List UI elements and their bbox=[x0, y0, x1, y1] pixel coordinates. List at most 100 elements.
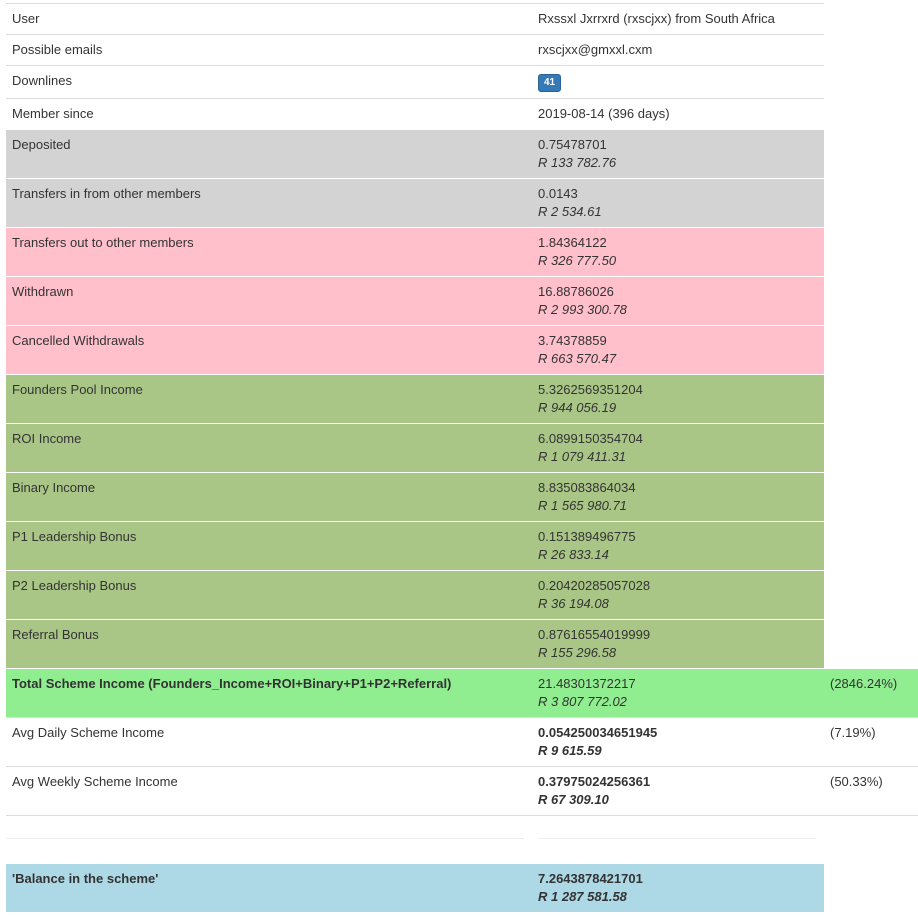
row-label: Founders Pool Income bbox=[12, 382, 143, 397]
table-row: Withdrawn 16.88786026 R 2 993 300.78 bbox=[6, 276, 824, 325]
value-fiat: R 36 194.08 bbox=[538, 596, 609, 611]
row-label: Member since bbox=[12, 106, 94, 121]
value-crypto: 0.37975024256361 bbox=[538, 774, 651, 789]
value-crypto: 0.87616554019999 bbox=[538, 627, 651, 642]
value-crypto: 0.75478701 bbox=[538, 137, 607, 152]
divider bbox=[538, 838, 816, 839]
value-fiat: R 663 570.47 bbox=[538, 351, 617, 366]
table-row: Transfers out to other members 1.84364122… bbox=[6, 227, 824, 276]
row-value: 8.835083864034 R 1 565 980.71 bbox=[532, 473, 824, 521]
table-row: P1 Leadership Bonus 0.151389496775 R 26 83… bbox=[6, 521, 824, 570]
value-crypto: 0.20420285057028 bbox=[538, 578, 651, 593]
table-row: Avg Daily Scheme Income 0.054250034651945… bbox=[6, 717, 918, 766]
row-label: User bbox=[12, 11, 40, 26]
row-percent: (2846.24%) bbox=[830, 676, 898, 691]
value-crypto: 8.835083864034 bbox=[538, 480, 636, 495]
value-fiat: R 2 993 300.78 bbox=[538, 302, 627, 317]
row-label: Deposited bbox=[12, 137, 71, 152]
value-fiat: R 26 833.14 bbox=[538, 547, 609, 562]
value-fiat: R 133 782.76 bbox=[538, 155, 617, 170]
value-crypto: rxscjxx@gmxxl.cxm bbox=[538, 42, 653, 57]
value-crypto: 0.0143 bbox=[538, 186, 578, 201]
table-body: User Rxssxl Jxrrxrd (rxscjxx) from South … bbox=[6, 3, 918, 815]
value-fiat: R 155 296.58 bbox=[538, 645, 617, 660]
value-fiat: R 2 534.61 bbox=[538, 204, 602, 219]
row-percent: (7.19%) bbox=[830, 725, 876, 740]
value-crypto: 6.0899150354704 bbox=[538, 431, 643, 446]
value-fiat: R 3 807 772.02 bbox=[538, 694, 627, 709]
value-crypto: 3.74378859 bbox=[538, 333, 607, 348]
row-label: Avg Weekly Scheme Income bbox=[12, 774, 178, 789]
value-crypto: 7.2643878421701 bbox=[538, 871, 643, 886]
value-fiat: R 326 777.50 bbox=[538, 253, 617, 268]
value-fiat: R 1 079 411.31 bbox=[538, 449, 626, 464]
downlines-badge: 41 bbox=[538, 74, 562, 92]
spacer bbox=[6, 815, 918, 863]
row-value: 2019-08-14 (396 days) bbox=[532, 99, 824, 129]
row-value: 1.84364122 R 326 777.50 bbox=[532, 228, 824, 276]
value-crypto: 0.151389496775 bbox=[538, 529, 636, 544]
table-row: Possible emails rxscjxx@gmxxl.cxm bbox=[6, 34, 824, 65]
table-row: Downlines 41 bbox=[6, 65, 824, 98]
row-label: Transfers in from other members bbox=[12, 186, 201, 201]
row-label: Referral Bonus bbox=[12, 627, 99, 642]
info-table: User Rxssxl Jxrrxrd (rxscjxx) from South … bbox=[6, 3, 918, 912]
row-label: P1 Leadership Bonus bbox=[12, 529, 137, 544]
table-row: Total Scheme Income (Founders_Income+ROI… bbox=[6, 668, 918, 717]
row-value: 0.054250034651945 R 9 615.59 bbox=[532, 718, 824, 766]
table-row: Referral Bonus 0.87616554019999 R 155 296.… bbox=[6, 619, 824, 668]
row-value: 6.0899150354704 R 1 079 411.31 bbox=[532, 424, 824, 472]
row-label: 'Balance in the scheme' bbox=[12, 871, 159, 886]
table-row: Transfers in from other members 0.0143 R 2… bbox=[6, 178, 824, 227]
row-value: 0.87616554019999 R 155 296.58 bbox=[532, 620, 824, 668]
value-fiat: R 67 309.10 bbox=[538, 792, 609, 807]
table-row: ROI Income 6.0899150354704 R 1 079 411.31 bbox=[6, 423, 824, 472]
row-label: Binary Income bbox=[12, 480, 96, 495]
table-row: Deposited 0.75478701 R 133 782.76 bbox=[6, 129, 824, 178]
row-label: Transfers out to other members bbox=[12, 235, 194, 250]
row-value: 0.37975024256361 R 67 309.10 bbox=[532, 767, 824, 815]
divider bbox=[6, 838, 524, 839]
value-crypto: 1.84364122 bbox=[538, 235, 607, 250]
value-crypto: 21.48301372217 bbox=[538, 676, 636, 691]
value-crypto: 0.054250034651945 bbox=[538, 725, 658, 740]
table-row: 'Balance in the scheme' 7.2643878421701 R … bbox=[6, 863, 824, 912]
row-label: Withdrawn bbox=[12, 284, 74, 299]
row-value: 16.88786026 R 2 993 300.78 bbox=[532, 277, 824, 325]
table-row: Member since 2019-08-14 (396 days) bbox=[6, 98, 824, 129]
row-label: P2 Leadership Bonus bbox=[12, 578, 137, 593]
row-value: 0.75478701 R 133 782.76 bbox=[532, 130, 824, 178]
table-row: Founders Pool Income 5.3262569351204 R 944… bbox=[6, 374, 824, 423]
row-value: 0.0143 R 2 534.61 bbox=[532, 179, 824, 227]
row-label: Possible emails bbox=[12, 42, 103, 57]
value-crypto: 2019-08-14 (396 days) bbox=[538, 106, 670, 121]
row-percent: (50.33%) bbox=[830, 774, 883, 789]
row-value: 7.2643878421701 R 1 287 581.58 bbox=[532, 864, 824, 912]
row-value: Rxssxl Jxrrxrd (rxscjxx) from South Afri… bbox=[532, 4, 824, 34]
balance-section: 'Balance in the scheme' 7.2643878421701 R … bbox=[6, 863, 918, 912]
row-label: Total Scheme Income (Founders_Income+ROI… bbox=[12, 676, 452, 691]
value-fiat: R 1 287 581.58 bbox=[538, 889, 627, 904]
row-label: ROI Income bbox=[12, 431, 82, 446]
row-label: Downlines bbox=[12, 73, 72, 88]
row-value: 0.151389496775 R 26 833.14 bbox=[532, 522, 824, 570]
table-row: Binary Income 8.835083864034 R 1 565 980.7… bbox=[6, 472, 824, 521]
row-value: 41 bbox=[532, 66, 824, 98]
value-fiat: R 9 615.59 bbox=[538, 743, 602, 758]
value-fiat: R 1 565 980.71 bbox=[538, 498, 627, 513]
row-value: 21.48301372217 R 3 807 772.02 bbox=[532, 669, 824, 717]
row-label: Avg Daily Scheme Income bbox=[12, 725, 165, 740]
table-row: Avg Weekly Scheme Income 0.37975024256361… bbox=[6, 766, 918, 815]
row-value: rxscjxx@gmxxl.cxm bbox=[532, 35, 824, 65]
table-row: P2 Leadership Bonus 0.20420285057028 R 36 … bbox=[6, 570, 824, 619]
value-fiat: R 944 056.19 bbox=[538, 400, 617, 415]
table-row: User Rxssxl Jxrrxrd (rxscjxx) from South … bbox=[6, 3, 824, 34]
row-value: 3.74378859 R 663 570.47 bbox=[532, 326, 824, 374]
value-crypto: Rxssxl Jxrrxrd (rxscjxx) from South Afri… bbox=[538, 11, 775, 26]
value-crypto: 16.88786026 bbox=[538, 284, 614, 299]
row-label: Cancelled Withdrawals bbox=[12, 333, 145, 348]
table-row: Cancelled Withdrawals 3.74378859 R 663 570… bbox=[6, 325, 824, 374]
row-value: 5.3262569351204 R 944 056.19 bbox=[532, 375, 824, 423]
row-value: 0.20420285057028 R 36 194.08 bbox=[532, 571, 824, 619]
